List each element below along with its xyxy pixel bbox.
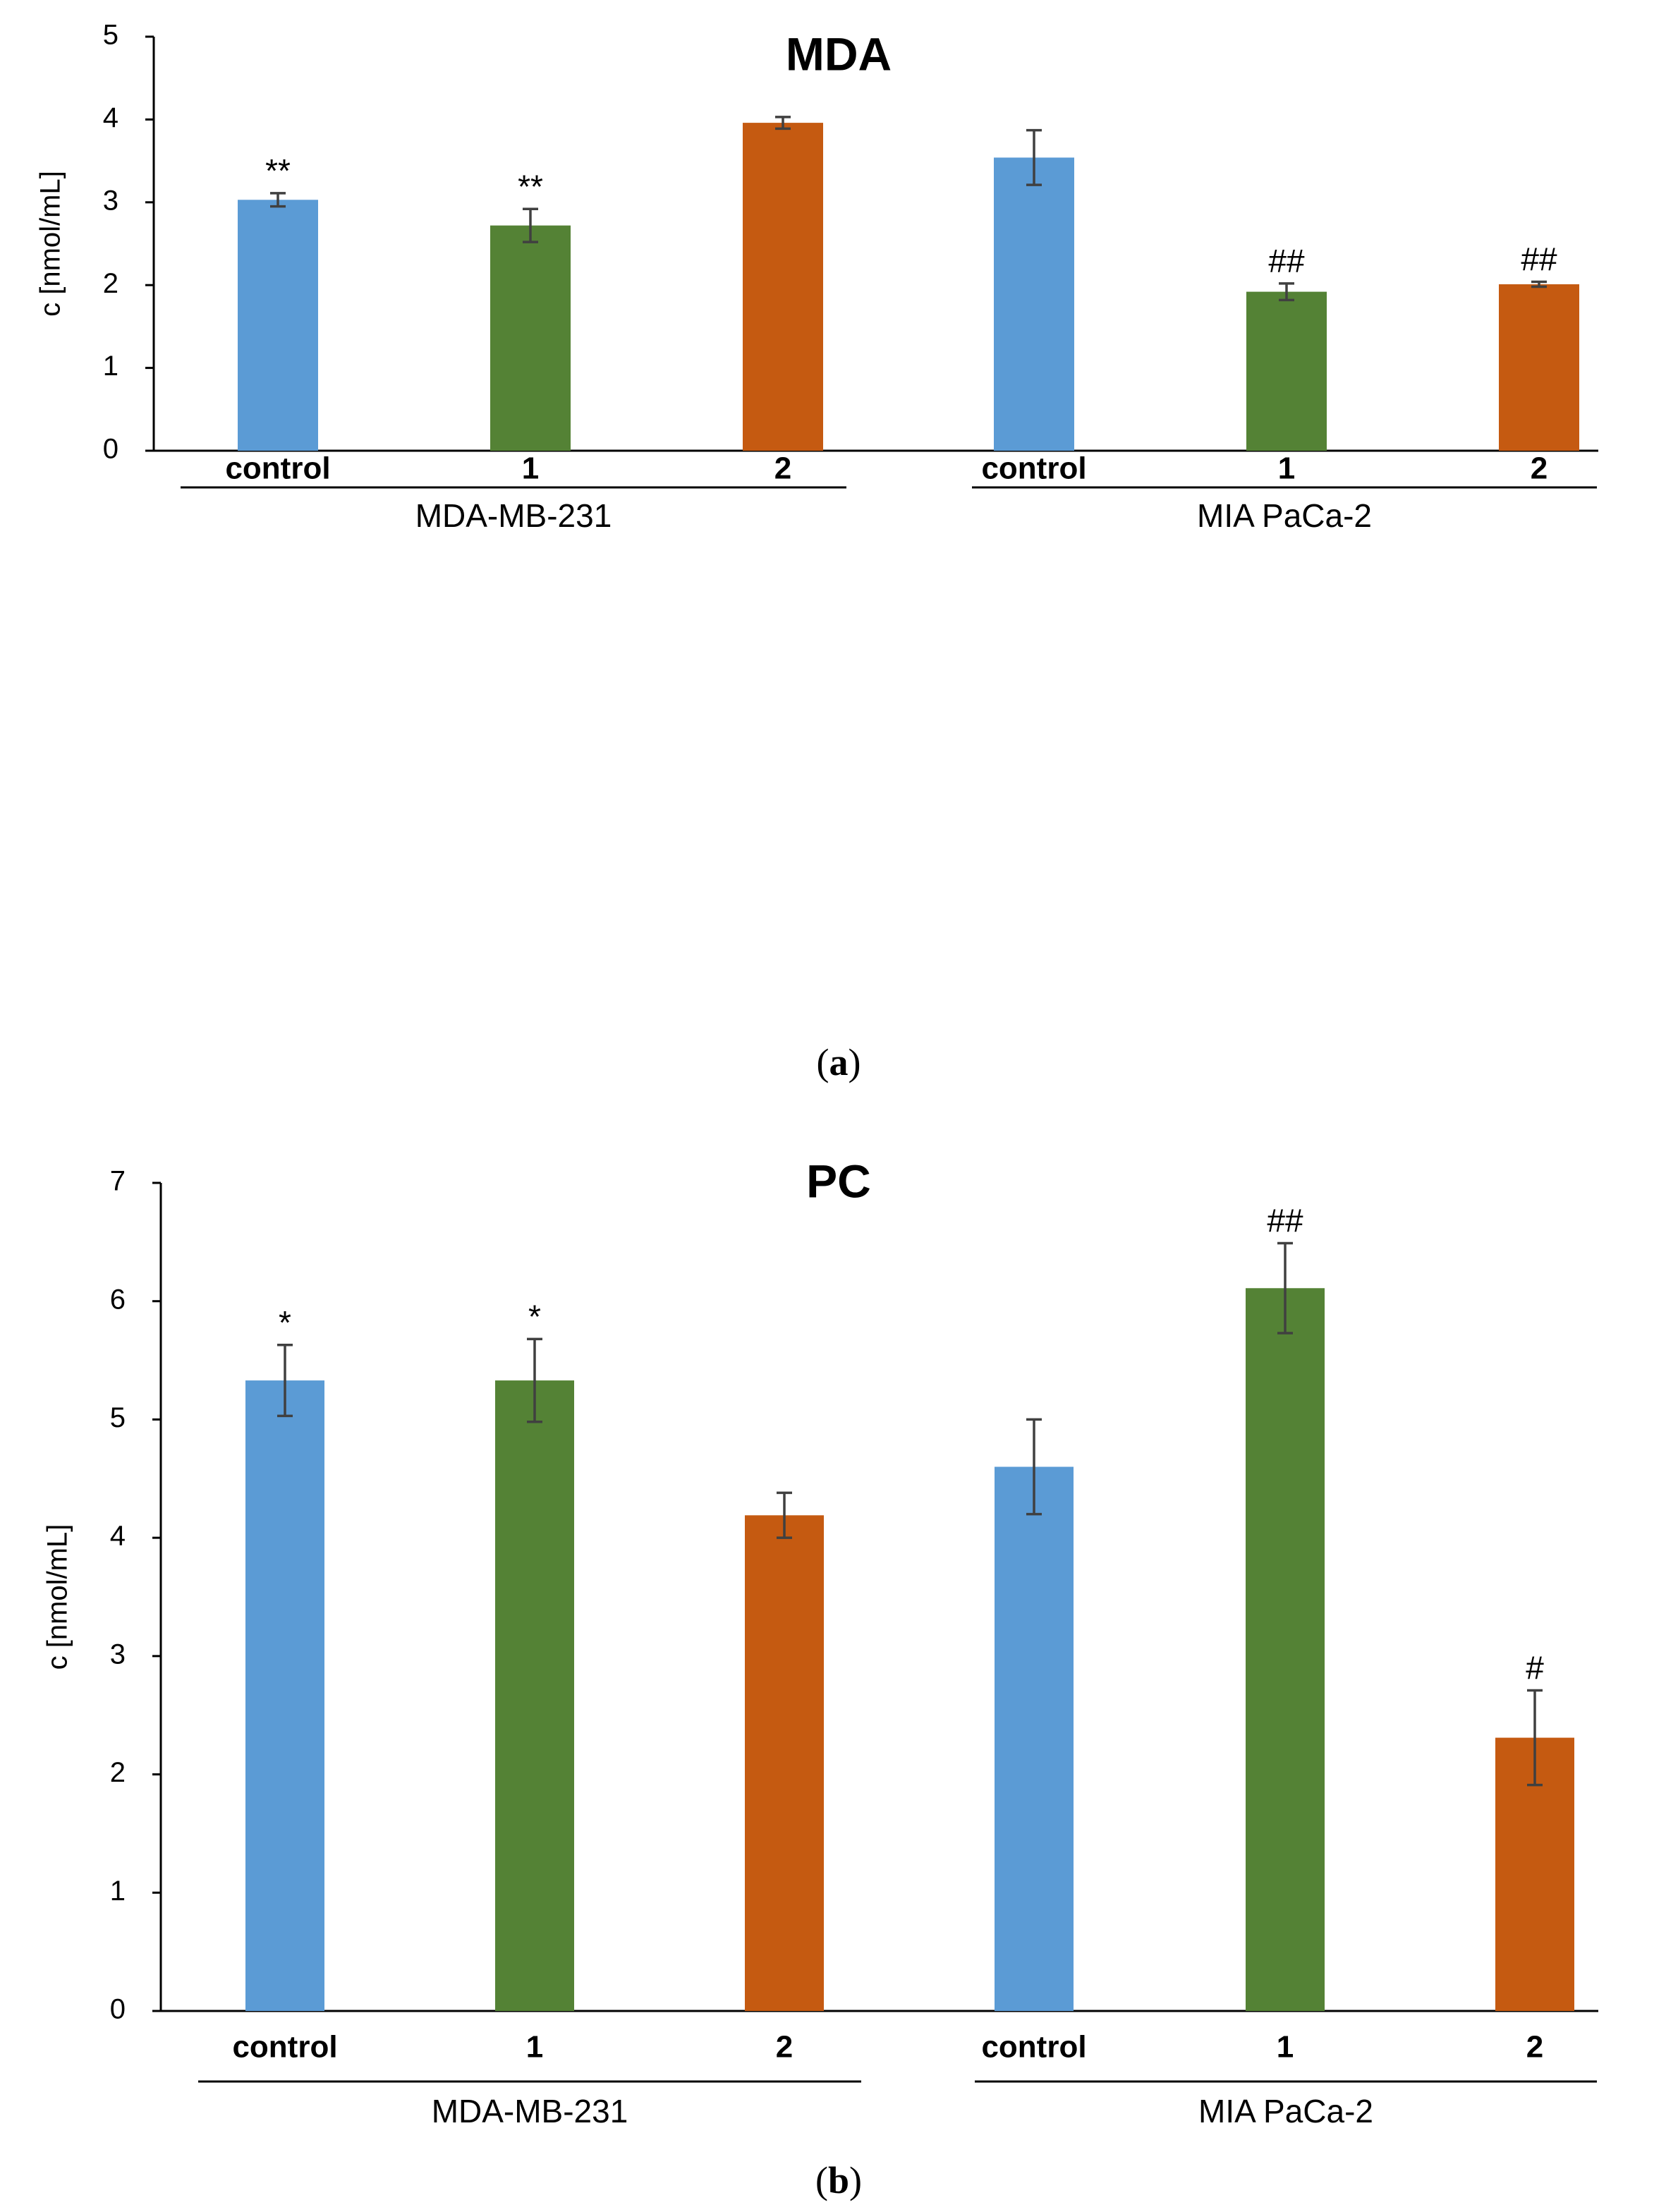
category-label: control: [225, 451, 330, 486]
panel-label: (b): [815, 2159, 862, 2201]
y-tick-label: 5: [110, 1402, 126, 1433]
significance-label: *: [528, 1299, 541, 1335]
bar: [490, 225, 571, 451]
category-label: 1: [1277, 2030, 1294, 2065]
category-label: control: [981, 2030, 1086, 2065]
significance-label: ##: [1267, 1203, 1303, 1239]
category-label: 1: [1278, 451, 1295, 486]
y-tick-label: 5: [103, 20, 118, 51]
panel-label-close: ): [849, 1041, 861, 1083]
group-label: MDA-MB-231: [415, 497, 612, 534]
y-tick-label: 4: [103, 102, 118, 133]
group-label: MIA PaCa-2: [1198, 2093, 1373, 2129]
bar: [238, 200, 318, 451]
bar: [994, 157, 1074, 451]
chart-title: MDA: [786, 28, 892, 80]
y-tick-label: 6: [110, 1284, 126, 1315]
category-label: 2: [1531, 451, 1548, 486]
significance-label: ##: [1521, 241, 1557, 278]
category-label: 2: [1526, 2030, 1543, 2065]
panel-label-open: (: [817, 1041, 829, 1083]
bar: [745, 1515, 824, 2011]
y-tick-label: 2: [110, 1757, 126, 1788]
chart-panel-mda: MDA c [nmol/mL] 0 1 2 3 4 5 ** control ** 1 2 control…: [35, 20, 1598, 1083]
chart-panel-pc: PC c [nmol/mL] 0 1 2 3 4 5 6 7 * control * 1 2 control #…: [42, 1155, 1598, 2201]
significance-label: **: [265, 152, 291, 189]
category-label: 1: [526, 2030, 543, 2065]
panel-label-letter: a: [829, 1041, 849, 1083]
y-tick-label: 2: [103, 268, 118, 299]
panel-label-close: ): [849, 2159, 862, 2201]
bar: [245, 1380, 324, 2011]
significance-label: #: [1526, 1650, 1544, 1687]
category-label: 2: [774, 451, 791, 486]
panel-label-open: (: [815, 2159, 828, 2201]
bar: [1246, 1288, 1325, 2011]
bar: [743, 123, 823, 451]
bar: [995, 1466, 1074, 2011]
chart-title: PC: [806, 1155, 871, 1207]
group-label: MDA-MB-231: [432, 2093, 628, 2129]
y-tick-label: 4: [110, 1521, 126, 1552]
y-tick-label: 3: [103, 185, 118, 216]
category-label: control: [232, 2030, 337, 2065]
panel-label: (a): [817, 1041, 861, 1083]
y-tick-label: 7: [110, 1166, 126, 1197]
bar: [1499, 284, 1579, 451]
y-tick-label: 1: [103, 351, 118, 382]
significance-label: **: [518, 168, 543, 205]
y-tick-label: 0: [110, 1994, 126, 2025]
bar: [495, 1380, 574, 2011]
y-tick-label: 1: [110, 1876, 126, 1907]
y-axis-label: c [nmol/mL]: [42, 1524, 73, 1670]
y-tick-label: 3: [110, 1639, 126, 1670]
group-label: MIA PaCa-2: [1197, 497, 1372, 534]
significance-label: *: [279, 1304, 291, 1341]
category-label: 2: [776, 2030, 793, 2065]
significance-label: ##: [1268, 243, 1305, 279]
bar: [1246, 291, 1327, 451]
y-tick-label: 0: [103, 434, 118, 465]
panel-label-letter: b: [828, 2159, 849, 2201]
y-axis-label: c [nmol/mL]: [35, 171, 66, 317]
category-label: 1: [522, 451, 539, 486]
category-label: control: [981, 451, 1086, 486]
